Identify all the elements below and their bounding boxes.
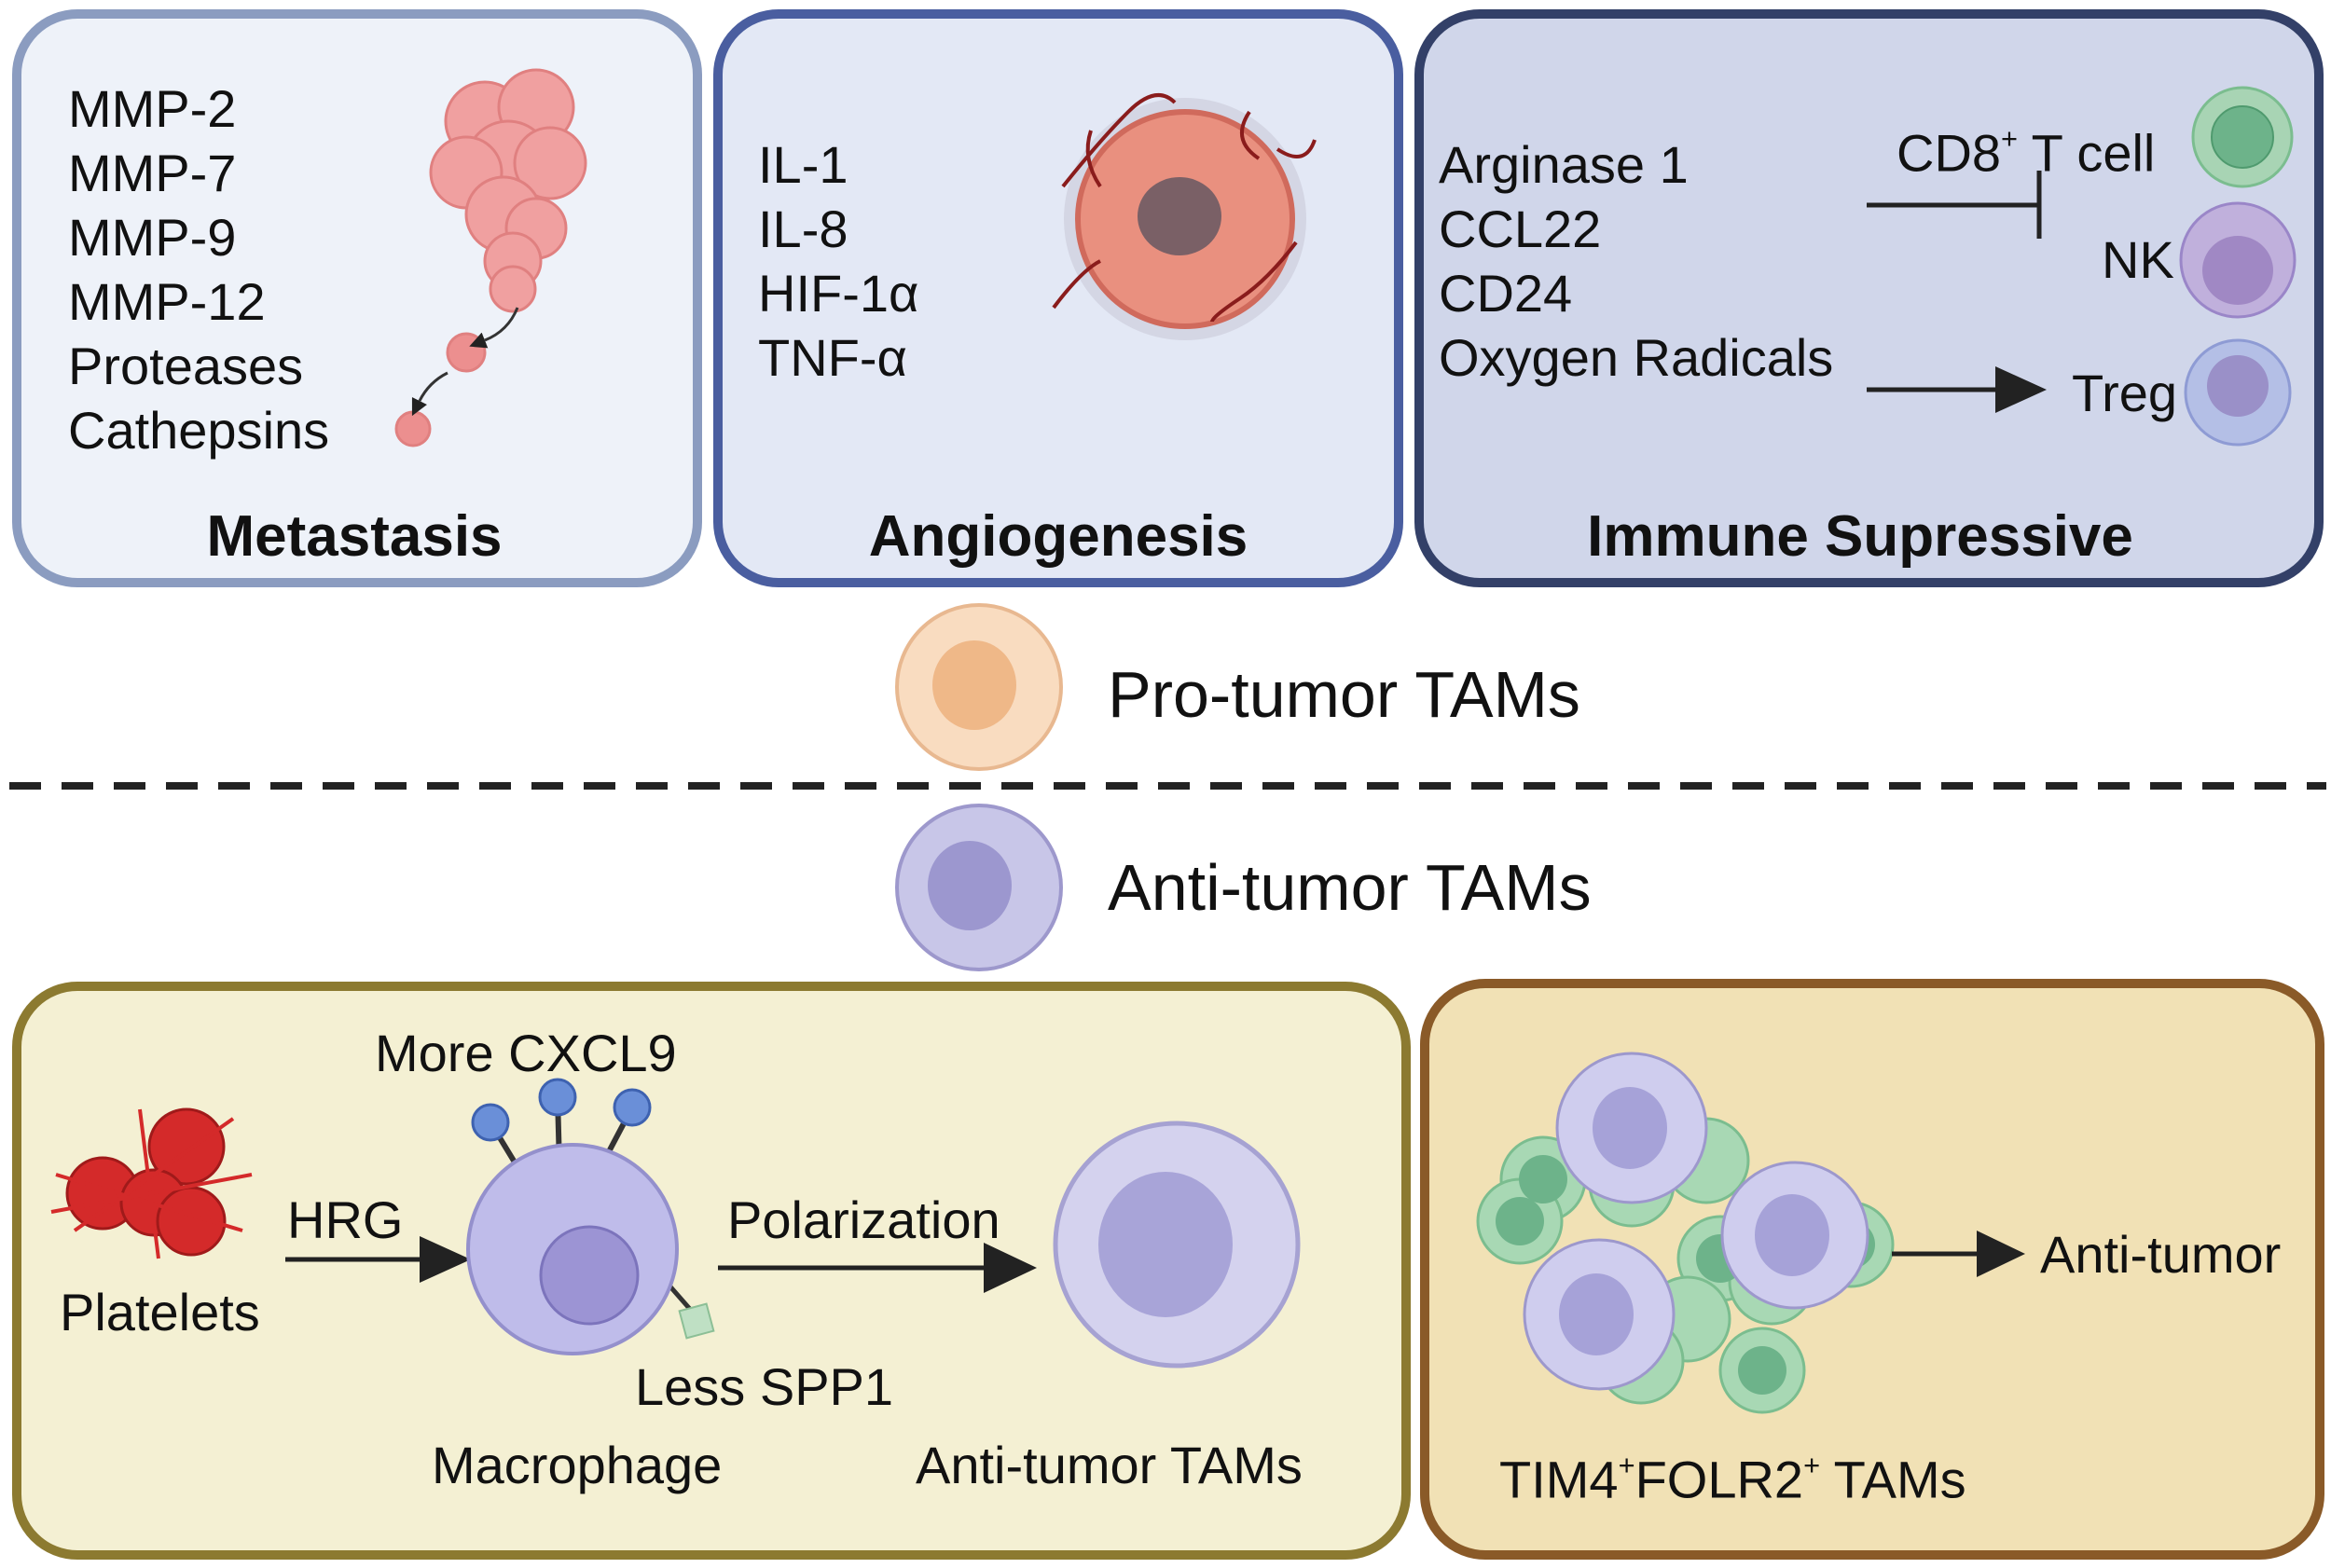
macrophage-icon xyxy=(466,1078,715,1355)
cd8-t-cell-label: CD8+ T cell xyxy=(1897,106,2155,186)
factor: MMP-2 xyxy=(68,79,237,138)
metastasis-title: Metastasis xyxy=(206,504,503,569)
hrg-arrow xyxy=(285,1236,471,1283)
factor: CD24 xyxy=(1439,264,1573,323)
anti-tumor-tam-large-icon xyxy=(1053,1121,1301,1369)
sup: + xyxy=(1803,1449,1821,1481)
tim4-text: TIM4 xyxy=(1499,1450,1619,1509)
angiogenesis-title: Angiogenesis xyxy=(868,504,1248,569)
cd8-text: CD8 xyxy=(1897,123,2002,183)
treg-label: Treg xyxy=(2072,364,2178,422)
tumor-cells-icon xyxy=(394,68,587,447)
tams-text: TAMs xyxy=(1820,1450,1966,1509)
anti-tumor-tams-caption: Anti-tumor TAMs xyxy=(916,1436,1303,1494)
less-spp1-label: Less SPP1 xyxy=(635,1357,894,1416)
factor: CCL22 xyxy=(1439,199,1602,258)
factor: Proteases xyxy=(68,337,304,395)
folr2-text: FOLR2 xyxy=(1634,1450,1804,1509)
anti-tumor-tams-label: Anti-tumor TAMs xyxy=(1108,851,1592,924)
factor: MMP-12 xyxy=(68,272,266,331)
immune-factor-list: Arginase 1 CCL22 CD24 Oxygen Radicals xyxy=(1439,132,1833,390)
nk-cell-icon xyxy=(2179,201,2297,319)
angiogenesis-factor-list: IL-1 IL-8 HIF-1α TNF-α xyxy=(758,132,918,390)
pro-tumor-tam-icon xyxy=(895,603,1063,771)
tim4-folr2-tams-cluster-icon xyxy=(1476,1052,1895,1414)
anti-tumor-label: Anti-tumor xyxy=(2040,1225,2282,1284)
factor: Cathepsins xyxy=(68,401,330,460)
factor: IL-1 xyxy=(758,135,848,194)
sup: + xyxy=(1618,1449,1635,1481)
hrg-label: HRG xyxy=(287,1190,404,1249)
macrophage-label: Macrophage xyxy=(432,1436,723,1494)
factor: MMP-7 xyxy=(68,144,237,202)
platelets-label: Platelets xyxy=(60,1283,260,1341)
pro-tumor-tams-label: Pro-tumor TAMs xyxy=(1108,658,1580,731)
immune-suppressive-panel xyxy=(1414,9,2324,587)
more-cxcl9-label: More CXCL9 xyxy=(375,1024,677,1082)
tim4-folr2-tams-label: TIM4+FOLR2+ TAMs xyxy=(1499,1433,1966,1512)
nk-label: NK xyxy=(2102,230,2174,289)
metastasis-panel xyxy=(12,9,702,587)
factor: Oxygen Radicals xyxy=(1439,328,1834,387)
factor: HIF-1α xyxy=(758,264,919,323)
treg-cell-icon xyxy=(2184,338,2292,447)
polarization-arrow xyxy=(718,1243,1037,1293)
metastasis-factor-list: MMP-2 MMP-7 MMP-9 MMP-12 Proteases Cathe… xyxy=(68,76,329,462)
vascularized-tumor-icon xyxy=(1052,93,1317,340)
polarization-label: Polarization xyxy=(727,1190,1000,1249)
t-cell-text: T cell xyxy=(2018,123,2156,183)
factor: MMP-9 xyxy=(68,208,237,267)
cd8-sup: + xyxy=(2001,122,2019,155)
immune-suppressive-title: Immune Supressive xyxy=(1587,504,2133,569)
inhibition-arrow xyxy=(1867,171,2042,239)
cd8-t-cell-icon xyxy=(2191,86,2294,188)
anti-tumor-tam-icon xyxy=(895,804,1063,971)
factor: TNF-α xyxy=(758,328,907,387)
activation-arrow-treg xyxy=(1867,366,2047,413)
factor: Arginase 1 xyxy=(1439,135,1689,194)
angiogenesis-panel xyxy=(713,9,1403,587)
factor: IL-8 xyxy=(758,199,848,258)
anti-tumor-arrow xyxy=(1892,1231,2025,1277)
platelets-icon xyxy=(50,1107,253,1259)
